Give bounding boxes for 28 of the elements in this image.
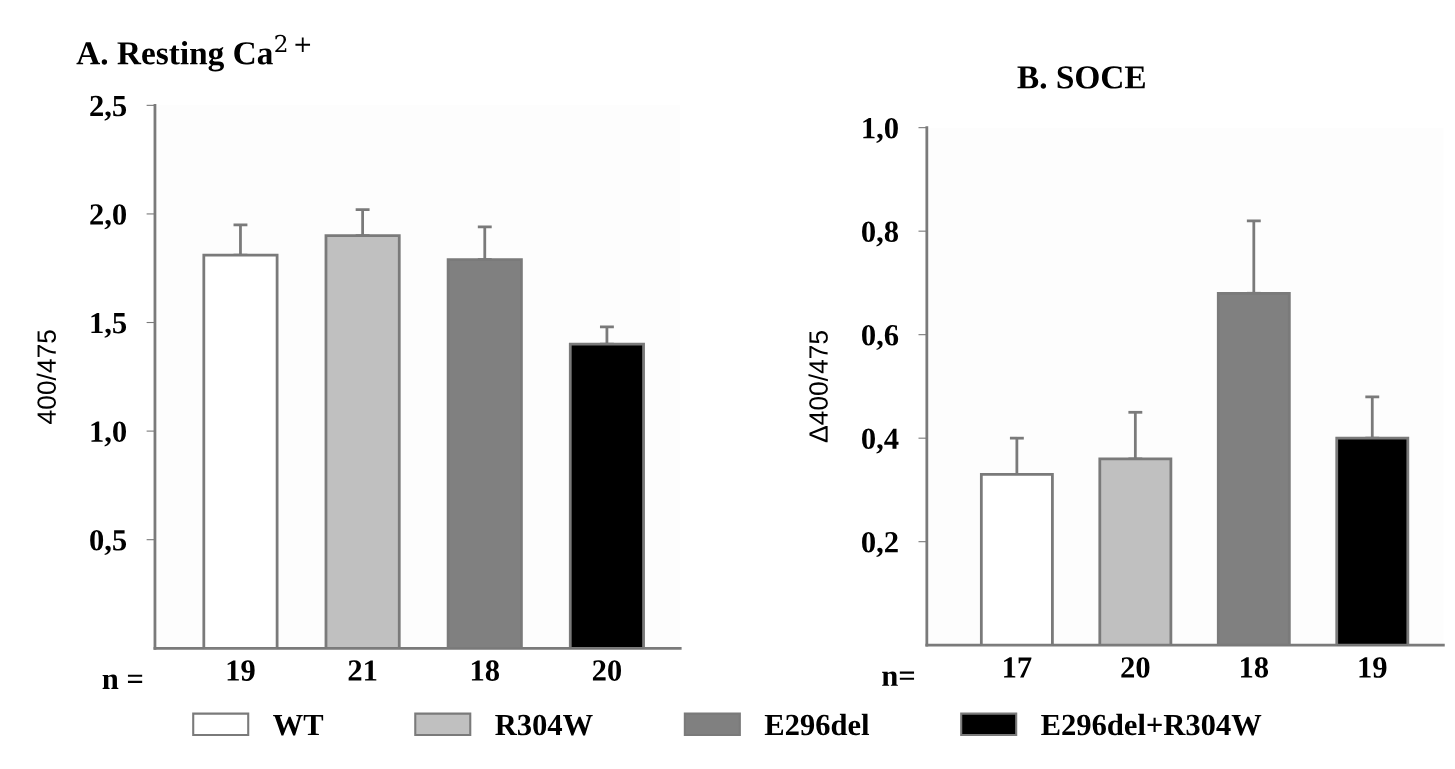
y-tick-label: 1,0: [91, 421, 127, 447]
chart-title: B. SOCE: [1017, 66, 1145, 89]
y-tick-label: 2,0: [90, 204, 127, 230]
x-tick-label: 20: [592, 660, 622, 681]
y-tick-label: 0,4: [862, 428, 899, 454]
text: n=: [882, 671, 915, 686]
x-tick-label: 18: [471, 660, 500, 681]
x-tick-label: 20: [1121, 657, 1150, 678]
legend-label: R304W: [495, 714, 593, 736]
legend-label: E296del: [764, 713, 870, 736]
y-axis-title: Δ400/475: [808, 331, 828, 443]
y-axis-title: 400/475: [36, 330, 56, 424]
x-tick-label: 19: [1359, 657, 1387, 678]
y-tick-label: 1,0: [863, 117, 898, 143]
y-tick-label: 0,2: [862, 531, 898, 558]
text: n =: [102, 674, 143, 689]
legend-label: E296del+R304W: [1041, 713, 1262, 736]
x-tick-label: 18: [1240, 657, 1269, 678]
y-tick-label: 2,5: [90, 95, 127, 121]
x-tick-label: 19: [227, 660, 255, 681]
y-tick-label: 0,6: [862, 324, 899, 350]
y-tick-label: 0,5: [90, 529, 127, 556]
y-tick-label: 0,8: [862, 221, 899, 247]
chart-title: A. Resting Ca$^{2+}$: [76, 34, 311, 72]
x-tick-label: 17: [1004, 657, 1032, 678]
legend-label: WT: [273, 714, 324, 736]
y-tick-label: 1,5: [91, 312, 127, 338]
x-tick-label: 21: [348, 660, 377, 681]
